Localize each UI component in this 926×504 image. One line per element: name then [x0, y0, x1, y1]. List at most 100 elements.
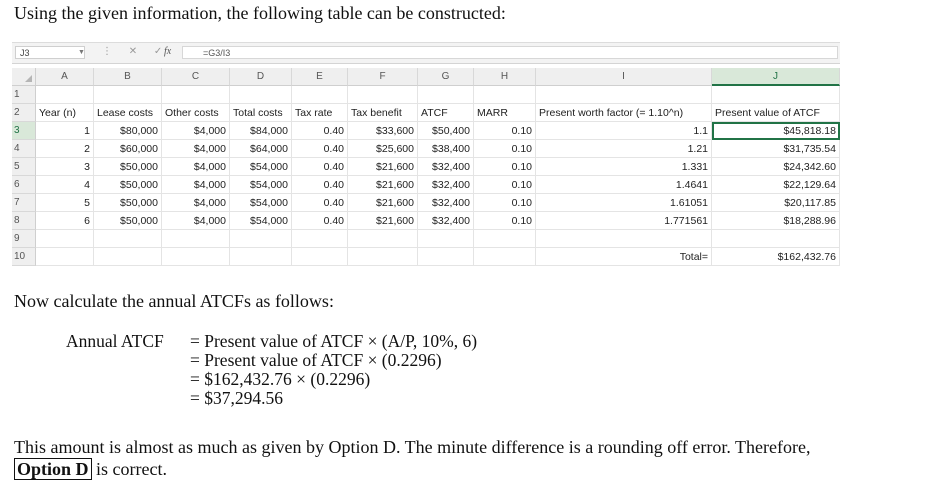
grid-cell[interactable]: $64,000	[230, 140, 292, 158]
column-header[interactable]: J	[712, 68, 840, 86]
grid-cell[interactable]: 4	[36, 176, 94, 194]
grid-cell[interactable]	[292, 230, 348, 248]
grid-cell[interactable]: 1.61051	[536, 194, 712, 212]
insert-function-icon[interactable]: fx	[164, 46, 172, 57]
grid-cell[interactable]: 1.21	[536, 140, 712, 158]
grid-cell[interactable]: $21,600	[348, 212, 418, 230]
grid-cell[interactable]: $4,000	[162, 194, 230, 212]
grid-cell[interactable]	[36, 86, 94, 104]
name-box-dropdown-icon[interactable]: ▼	[78, 49, 85, 56]
grid-cell[interactable]: $32,400	[418, 158, 474, 176]
grid-cell[interactable]: $54,000	[230, 158, 292, 176]
formula-bar-icons[interactable]: ⋮ ✕ ✓	[102, 46, 170, 57]
grid-cell[interactable]: Other costs	[162, 104, 230, 122]
formula-input[interactable]: =G3/I3	[182, 46, 838, 59]
grid-cell[interactable]: $50,000	[94, 194, 162, 212]
grid-cell[interactable]: $162,432.76	[712, 248, 840, 266]
grid-cell[interactable]: $54,000	[230, 212, 292, 230]
row-header[interactable]: 7	[12, 194, 36, 212]
grid-cell[interactable]: $32,400	[418, 212, 474, 230]
grid-cell[interactable]	[94, 248, 162, 266]
grid-cell[interactable]	[536, 86, 712, 104]
grid-cell[interactable]: Lease costs	[94, 104, 162, 122]
grid-cell[interactable]: $24,342.60	[712, 158, 840, 176]
grid-cell[interactable]	[36, 230, 94, 248]
grid-cell[interactable]: Tax benefit	[348, 104, 418, 122]
row-header[interactable]: 5	[12, 158, 36, 176]
grid-cell[interactable]: 0.40	[292, 140, 348, 158]
grid-cell[interactable]: Year (n)	[36, 104, 94, 122]
grid-cell[interactable]: $45,818.18	[712, 122, 840, 140]
grid-cell[interactable]: $80,000	[94, 122, 162, 140]
column-header[interactable]: H	[474, 68, 536, 86]
row-header[interactable]: 1	[12, 86, 36, 104]
column-header[interactable]: B	[94, 68, 162, 86]
column-header[interactable]: A	[36, 68, 94, 86]
grid-cell[interactable]	[348, 86, 418, 104]
grid-cell[interactable]: $32,400	[418, 176, 474, 194]
grid-cell[interactable]	[418, 86, 474, 104]
grid-cell[interactable]: $32,400	[418, 194, 474, 212]
select-all-corner[interactable]	[12, 68, 36, 86]
grid-cell[interactable]: 1	[36, 122, 94, 140]
grid-cell[interactable]: Present value of ATCF	[712, 104, 840, 122]
grid-cell[interactable]	[230, 230, 292, 248]
grid-cell[interactable]	[292, 248, 348, 266]
grid-cell[interactable]: $21,600	[348, 194, 418, 212]
grid-cell[interactable]: $60,000	[94, 140, 162, 158]
row-header[interactable]: 9	[12, 230, 36, 248]
grid-cell[interactable]: 6	[36, 212, 94, 230]
grid-cell[interactable]	[230, 248, 292, 266]
grid-cell[interactable]: $31,735.54	[712, 140, 840, 158]
column-header[interactable]: F	[348, 68, 418, 86]
row-header[interactable]: 2	[12, 104, 36, 122]
grid-cell[interactable]	[94, 86, 162, 104]
grid-cell[interactable]: Tax rate	[292, 104, 348, 122]
grid-cell[interactable]	[162, 248, 230, 266]
grid-cell[interactable]: 1.771561	[536, 212, 712, 230]
grid-cell[interactable]: $84,000	[230, 122, 292, 140]
grid-cell[interactable]	[712, 230, 840, 248]
grid-cell[interactable]: $21,600	[348, 176, 418, 194]
grid-cell[interactable]: $21,600	[348, 158, 418, 176]
row-header[interactable]: 3	[12, 122, 36, 140]
grid-cell[interactable]: $4,000	[162, 158, 230, 176]
grid-cell[interactable]: 1.331	[536, 158, 712, 176]
grid-cell[interactable]: 0.40	[292, 176, 348, 194]
grid-cell[interactable]: 0.40	[292, 122, 348, 140]
grid-cell[interactable]: Present worth factor (= 1.10^n)	[536, 104, 712, 122]
column-header[interactable]: G	[418, 68, 474, 86]
grid-cell[interactable]: 0.40	[292, 158, 348, 176]
grid-cell[interactable]	[418, 248, 474, 266]
grid-cell[interactable]	[36, 248, 94, 266]
grid-cell[interactable]: $4,000	[162, 212, 230, 230]
grid-cell[interactable]: $50,000	[94, 158, 162, 176]
grid-cell[interactable]	[348, 230, 418, 248]
grid-cell[interactable]: $18,288.96	[712, 212, 840, 230]
grid-cell[interactable]	[474, 230, 536, 248]
column-header[interactable]: I	[536, 68, 712, 86]
grid-cell[interactable]	[94, 230, 162, 248]
grid-cell[interactable]: ATCF	[418, 104, 474, 122]
grid-cell[interactable]	[162, 230, 230, 248]
grid-cell[interactable]: MARR	[474, 104, 536, 122]
grid-cell[interactable]: Total=	[536, 248, 712, 266]
grid-cell[interactable]: 5	[36, 194, 94, 212]
row-header[interactable]: 8	[12, 212, 36, 230]
grid-cell[interactable]: $4,000	[162, 140, 230, 158]
grid-cell[interactable]	[418, 230, 474, 248]
grid-cell[interactable]: $54,000	[230, 194, 292, 212]
grid-cell[interactable]: Total costs	[230, 104, 292, 122]
row-header[interactable]: 4	[12, 140, 36, 158]
row-header[interactable]: 6	[12, 176, 36, 194]
grid-cell[interactable]: 0.10	[474, 212, 536, 230]
grid-cell[interactable]: 0.10	[474, 158, 536, 176]
grid-cell[interactable]	[536, 230, 712, 248]
grid-cell[interactable]: $54,000	[230, 176, 292, 194]
grid-cell[interactable]: $50,000	[94, 212, 162, 230]
grid-cell[interactable]: 1.1	[536, 122, 712, 140]
grid-cell[interactable]	[162, 86, 230, 104]
grid-cell[interactable]: 3	[36, 158, 94, 176]
grid-cell[interactable]	[474, 86, 536, 104]
grid-cell[interactable]: 0.10	[474, 176, 536, 194]
